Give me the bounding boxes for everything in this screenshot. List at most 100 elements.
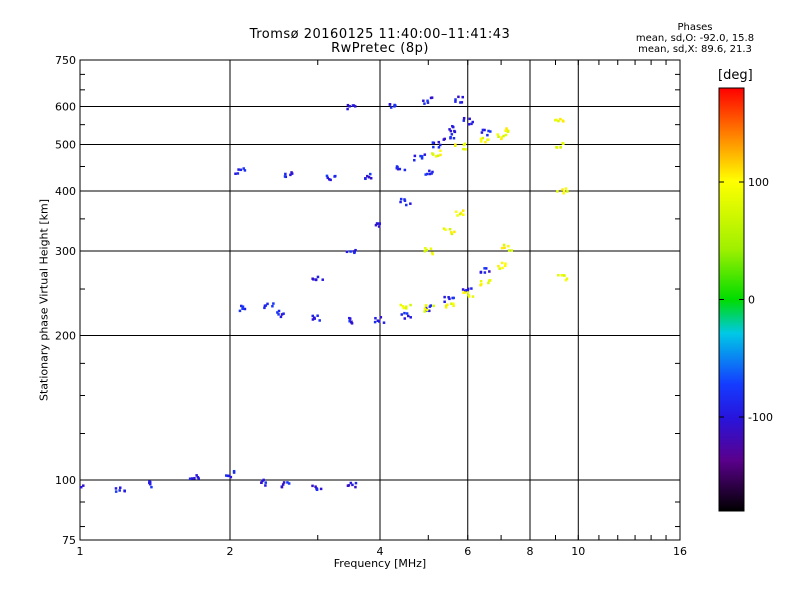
x-mode-point (431, 153, 435, 156)
x-mode-point (564, 278, 568, 282)
o-mode-point (345, 250, 349, 254)
x-mode-point (488, 279, 491, 282)
o-mode-point (118, 486, 122, 489)
x-mode-point (480, 140, 483, 143)
colorbar-tick-label: 0 (748, 294, 755, 307)
x-mode-point (496, 133, 499, 136)
o-mode-point (460, 101, 464, 104)
x-axis-label: Frequency [MHz] (333, 557, 427, 570)
o-mode-point (471, 120, 475, 124)
x-tick-label: 8 (527, 545, 534, 558)
o-mode-point (451, 125, 455, 129)
o-mode-point (428, 172, 432, 176)
o-mode-point (321, 278, 324, 281)
o-mode-point (457, 95, 460, 99)
o-mode-point (483, 267, 486, 270)
o-mode-point (403, 317, 407, 320)
o-mode-point (346, 103, 350, 107)
x-mode-point (487, 281, 490, 285)
x-mode-point (454, 143, 457, 146)
o-mode-point (82, 484, 85, 487)
o-mode-point (462, 116, 466, 120)
o-mode-point (466, 287, 470, 291)
o-mode-point (403, 198, 406, 201)
x-mode-point (510, 249, 514, 252)
phase-stats-o: mean, sd,O: -92.0, 15.8 (635, 33, 755, 44)
o-mode-point (280, 313, 284, 316)
y-tick-label: 300 (55, 245, 76, 258)
x-mode-point (487, 138, 490, 141)
x-mode-point (450, 302, 453, 306)
o-mode-point (461, 95, 464, 99)
o-mode-point (388, 103, 392, 106)
o-mode-point (403, 168, 407, 172)
x-mode-point (425, 308, 429, 312)
o-mode-point (377, 320, 381, 323)
x-mode-point (434, 155, 438, 158)
o-mode-point (196, 476, 200, 479)
o-mode-point (314, 278, 318, 281)
o-mode-point (366, 174, 369, 178)
x-mode-point (399, 303, 403, 307)
o-mode-point (238, 309, 242, 313)
o-mode-point (423, 102, 426, 105)
x-mode-point (452, 302, 455, 305)
x-mode-point (500, 261, 504, 265)
o-mode-point (413, 154, 417, 158)
o-mode-point (241, 307, 244, 310)
o-mode-point (396, 167, 400, 171)
o-mode-point (423, 153, 427, 156)
o-mode-point (148, 480, 152, 484)
x-mode-point (402, 306, 406, 310)
o-mode-point (281, 483, 285, 486)
o-mode-point (277, 313, 280, 316)
o-mode-point (481, 128, 485, 132)
x-mode-point (467, 293, 470, 297)
o-mode-point (420, 155, 424, 158)
phase-stats-heading: Phases (677, 22, 713, 33)
o-mode-point (311, 318, 315, 321)
x-mode-point (500, 137, 503, 141)
x-mode-point (429, 247, 433, 250)
o-mode-point (264, 304, 268, 307)
x-mode-point (442, 227, 446, 230)
o-mode-point (403, 199, 407, 202)
x-mode-point (424, 304, 428, 307)
o-mode-point (409, 202, 412, 205)
x-tick-label: 1 (77, 545, 84, 558)
o-mode-point (449, 129, 453, 133)
o-mode-point (426, 101, 430, 104)
x-mode-point (444, 228, 447, 231)
o-mode-point (354, 248, 357, 252)
o-mode-point (405, 203, 408, 207)
o-mode-point (234, 172, 237, 175)
o-mode-point (282, 312, 285, 315)
x-mode-point (564, 187, 568, 190)
y-tick-label: 200 (55, 330, 76, 343)
o-mode-point (453, 129, 456, 133)
o-mode-point (188, 477, 192, 481)
o-mode-point (375, 222, 379, 225)
o-mode-point (353, 251, 356, 255)
o-mode-point (271, 304, 274, 308)
o-mode-point (266, 302, 269, 306)
o-mode-point (349, 481, 353, 485)
x-mode-point (555, 118, 558, 122)
o-mode-point (459, 101, 462, 104)
x-mode-point (555, 145, 558, 149)
x-mode-point (504, 133, 508, 137)
x-mode-point (504, 262, 507, 265)
o-mode-point (193, 476, 196, 480)
o-mode-point (406, 314, 410, 318)
o-mode-point (420, 157, 424, 160)
o-mode-point (424, 173, 427, 176)
o-mode-point (448, 297, 451, 301)
o-mode-point (150, 485, 153, 489)
y-tick-label: 600 (55, 101, 76, 114)
o-mode-point (333, 175, 336, 178)
o-mode-point (348, 317, 352, 320)
o-mode-point (419, 154, 422, 158)
o-mode-point (279, 315, 283, 319)
o-mode-point (413, 158, 416, 162)
